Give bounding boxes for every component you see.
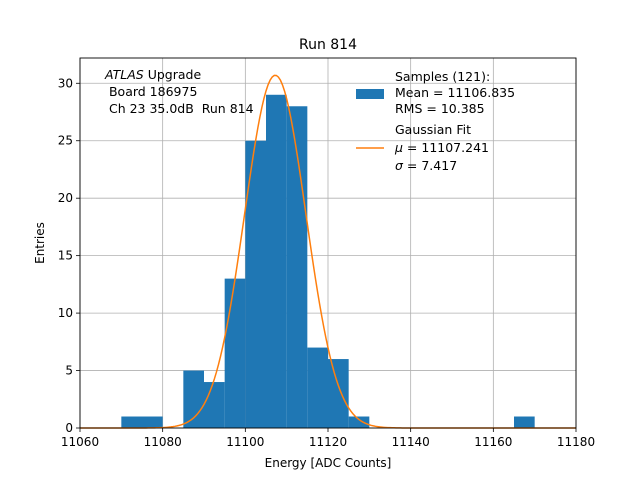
x-tick-label: 11160 [474,435,512,449]
histogram-bar [266,94,287,428]
histogram-bar [245,140,266,429]
atlas-annotation: ATLAS Upgrade Board 186975 Ch 23 35.0dB … [104,67,254,116]
chart-title: Run 814 [299,37,357,53]
legend-samples-line-1: Samples (121): [395,69,490,84]
histogram-bar [183,370,204,428]
x-tick-label: 11100 [226,435,264,449]
x-tick-label: 11120 [309,435,347,449]
histogram-bar [328,359,349,428]
x-tick-label: 11080 [144,435,182,449]
x-axis-ticks: 11060 11080 11100 11120 11140 11160 11180 [61,428,595,449]
annotation-line-1: ATLAS Upgrade [104,67,201,82]
atlas-label: ATLAS [104,67,144,82]
histogram-bar [142,416,163,428]
grid-lines [79,58,577,429]
histogram-bars [121,94,535,429]
y-tick-label: 0 [65,421,73,435]
histogram-bar [204,382,225,428]
sigma-value: = 7.417 [403,158,457,173]
x-axis-label: Energy [ADC Counts] [265,456,392,470]
y-tick-label: 25 [58,134,73,148]
upgrade-label: Upgrade [144,67,202,82]
legend-fit-line-1: Gaussian Fit [395,122,471,137]
y-tick-label: 5 [65,364,73,378]
histogram-bar [307,347,328,428]
y-tick-label: 10 [58,306,73,320]
y-axis-label: Entries [33,222,47,264]
legend-samples-patch [356,89,384,99]
sigma-symbol: σ [395,158,404,173]
legend: Samples (121): Mean = 11106.835 RMS = 10… [356,69,515,173]
legend-samples-line-3: RMS = 10.385 [395,101,485,116]
y-axis-ticks: 0 5 10 15 20 25 30 [58,76,80,435]
histogram-bar [348,416,370,428]
x-tick-label: 11180 [557,435,595,449]
mu-symbol: μ [394,140,403,155]
legend-fit-mu: μ = 11107.241 [394,140,489,155]
histogram-bar [224,278,246,428]
mu-value: = 11107.241 [403,140,489,155]
histogram-bar [514,416,535,428]
x-tick-label: 11140 [392,435,430,449]
legend-samples-line-2: Mean = 11106.835 [395,85,515,100]
annotation-line-3: Ch 23 35.0dB Run 814 [105,101,254,116]
y-tick-label: 15 [58,249,73,263]
annotation-line-2: Board 186975 [105,84,197,99]
y-tick-label: 20 [58,191,73,205]
y-tick-label: 30 [58,76,73,90]
histogram-bar [121,416,142,428]
x-tick-label: 11060 [61,435,99,449]
legend-fit-sigma: σ = 7.417 [395,158,457,173]
